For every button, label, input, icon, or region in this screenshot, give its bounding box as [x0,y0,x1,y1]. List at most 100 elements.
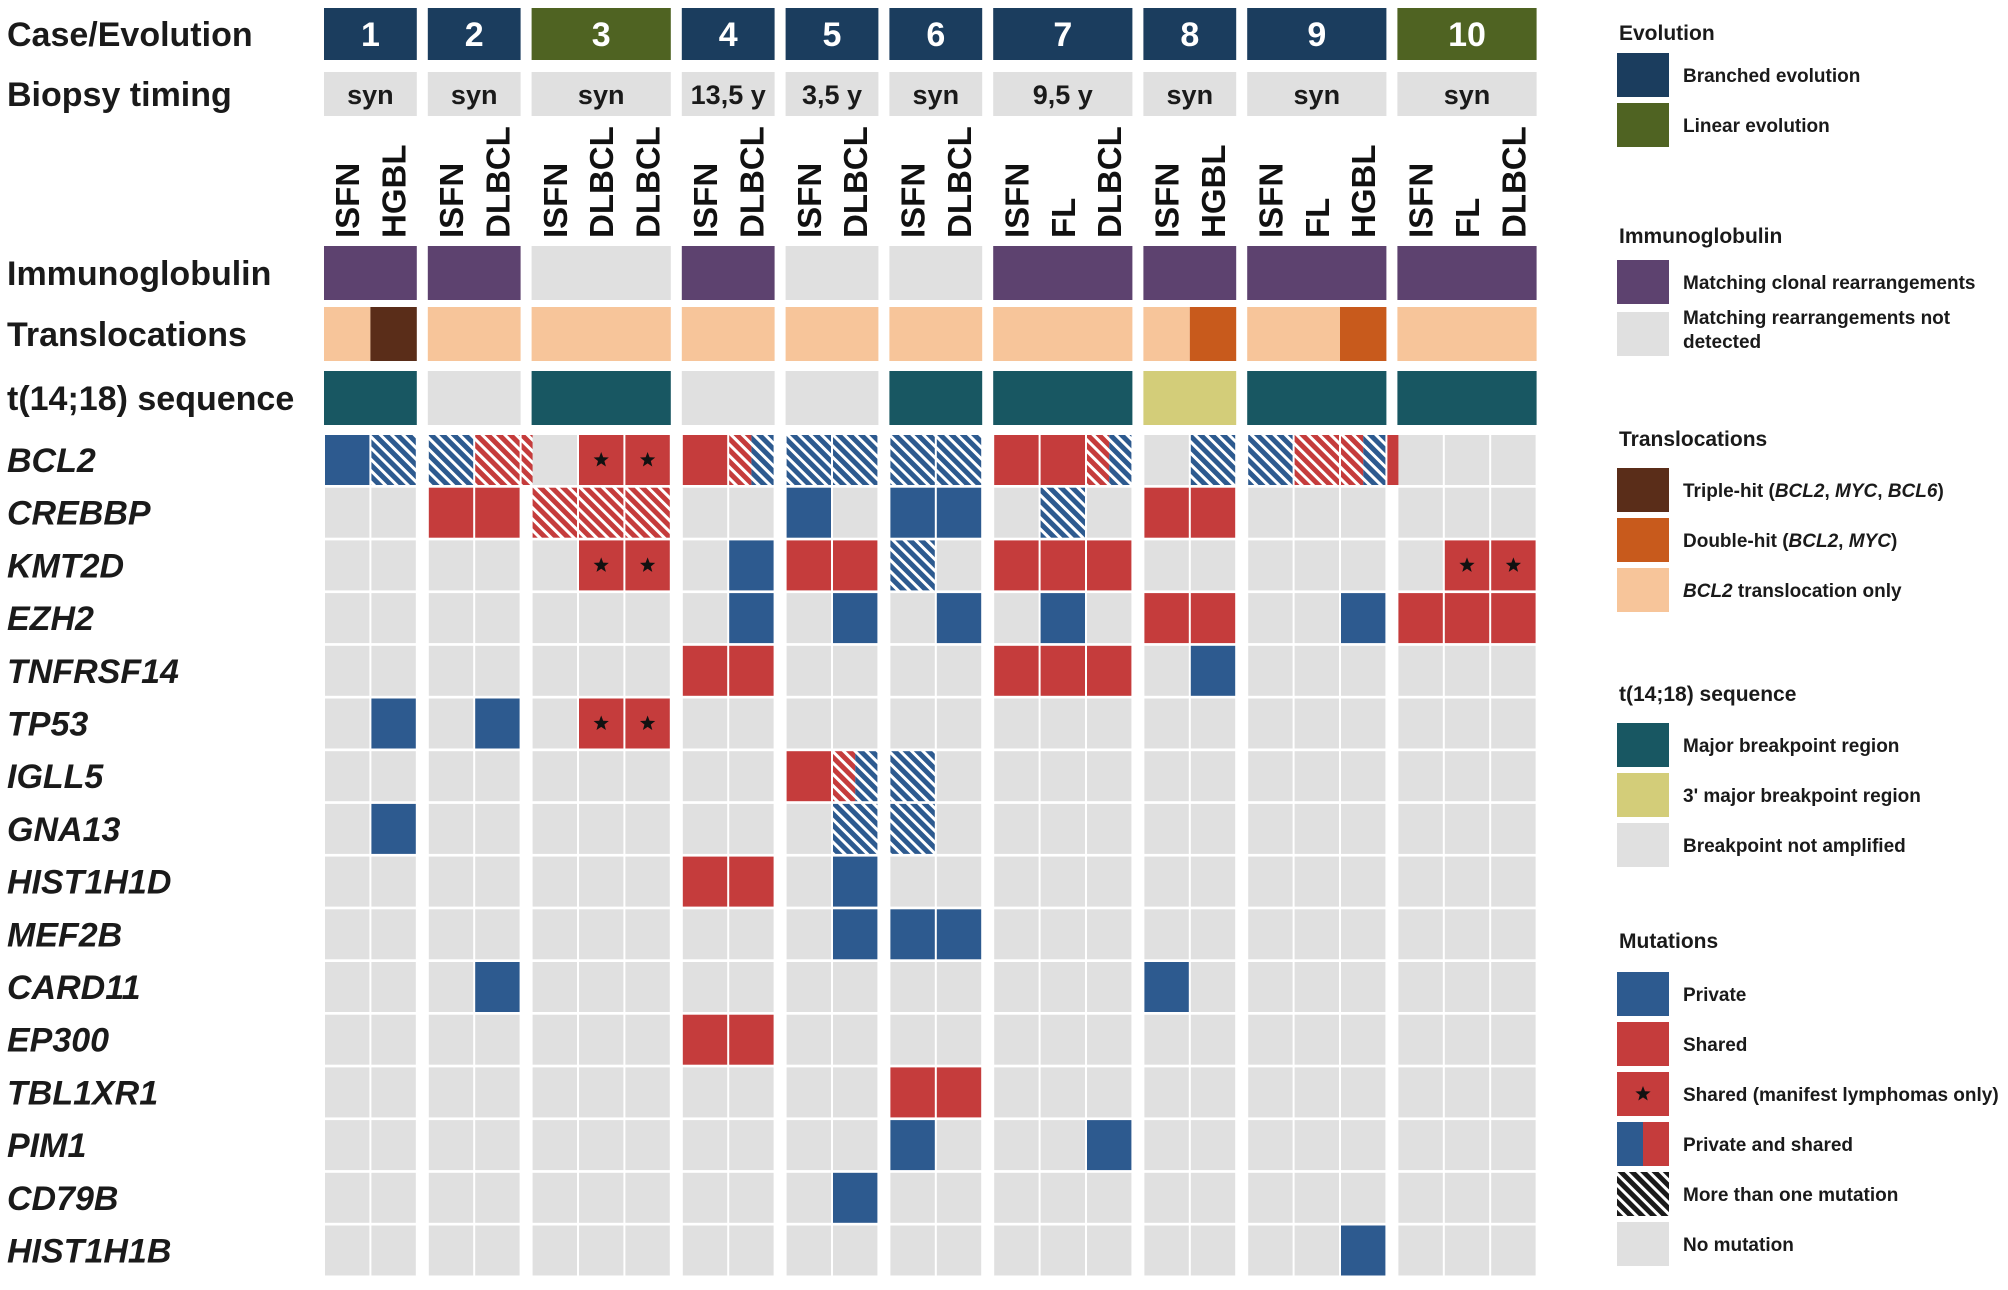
mut-gna13-case5-s1 [786,803,831,854]
mut-ep300-case6-s2-none [936,1014,982,1065]
mut-cd79b-case6-s2-none [936,1172,982,1223]
mut-igll5-case9-s3-none [1341,751,1386,802]
legend-item-3-1-label: 3' major breakpoint region [1683,786,1921,807]
case-3-timing-cell [531,72,671,116]
case-2-sample-dlbcl: DLBCL [479,126,516,238]
mut-igll5-case5-s2-private-hatched-half [855,751,878,802]
mut-bcl2-case1-s1 [325,435,370,485]
mut-pim1-case10-s1 [1398,1120,1443,1171]
mut-crebbp-case3-s1 [532,487,577,538]
case-6-number: 6 [926,16,945,54]
mut-mef2b-case5-s1 [786,909,831,960]
mut-hist1h1b-case6-s2 [936,1225,982,1276]
mut-crebbp-case8-s2-shared [1190,487,1236,538]
mut-tp53-case1-s1 [325,698,370,749]
mut-igll5-case5-s2 [833,751,878,802]
mut-hist1h1d-case3-s2 [579,856,624,907]
mut-card11-case9-s2-none [1294,962,1339,1012]
mut-ezh2-case6-s2-private [936,593,982,644]
case-6-sample-isfn: ISFN [895,163,932,238]
mut-ep300-case9-s2 [1294,1014,1339,1065]
mut-card11-case7-s2-none [1040,962,1085,1012]
mut-pim1-case6-s2-none [936,1120,982,1171]
mut-crebbp-case4-s1-none [682,487,728,538]
mut-kmt2d-case4-s1-none [682,540,728,591]
mut-igll5-case5-s1-shared [786,751,831,802]
mut-mef2b-case3-s2-none [579,909,624,960]
mut-igll5-case3-s3 [625,751,670,802]
mut-ezh2-case5-s1-none [786,593,831,644]
mut-ep300-case7-s2-none [1040,1014,1085,1065]
mut-hist1h1b-case4-s2-none [729,1225,774,1276]
mut-mef2b-case4-s1 [682,909,728,960]
mut-kmt2d-case10-s2 [1444,540,1490,591]
mut-gna13-case6-s2-none [936,803,982,854]
mut-gna13-case5-s2 [833,803,878,854]
legend-item-2-2-label: BCL2 translocation only [1683,581,1902,602]
legend-item-4-3: Private and shared [1617,1122,1853,1166]
mut-card11-case7-s3 [1087,962,1132,1012]
mut-tp53-case1-s2-private [371,698,416,749]
mut-bcl2-case7-s3-private-hatched-half [1109,435,1132,485]
mut-crebbp-case10-s1-none [1398,487,1443,538]
mut-tnfrsf14-case8-s2 [1190,645,1236,696]
mut-mef2b-case3-s1-none [532,909,577,960]
mut-card11-case6-s2 [936,962,982,1012]
mut-hist1h1b-case2-s2 [475,1225,520,1276]
mut-gna13-case7-s3-none [1087,803,1132,854]
mut-card11-case2-s1-none [428,962,474,1012]
mut-hist1h1d-case7-s1-none [994,856,1039,907]
mut-hist1h1d-case2-s1-none [428,856,474,907]
mut-card11-case4-s1 [682,962,728,1012]
mut-hist1h1d-case6-s1-none [890,856,935,907]
mut-ep300-case3-s2 [579,1014,624,1065]
mut-tnfrsf14-case5-s1 [786,645,831,696]
mut-bcl2-case10-s1-none [1398,435,1443,485]
mut-igll5-case7-s3 [1087,751,1132,802]
mut-tp53-case10-s2-none [1444,698,1490,749]
mut-crebbp-case1-s2 [371,487,416,538]
mut-kmt2d-case6-s1-private-hatched [890,540,935,591]
mut-hist1h1b-case9-s2 [1294,1225,1339,1276]
mut-tnfrsf14-case2-s1 [428,645,474,696]
case-1-ig-bar [324,246,417,300]
mut-gna13-case10-s2-none [1444,803,1490,854]
mut-ep300-case4-s2-shared [729,1014,774,1065]
mut-igll5-case9-s2-none [1294,751,1339,802]
mut-cd79b-case2-s2 [475,1172,520,1223]
mut-cd79b-case2-s1 [428,1172,474,1223]
mut-tbl1xr1-case1-s1-none [325,1067,370,1118]
mut-bcl2-case4-s2-private-hatched-half [751,435,774,485]
mut-tbl1xr1-case6-s1-shared [890,1067,935,1118]
case-6-translocation-1 [889,307,983,361]
mut-bcl2-case9-s2-shared-hatched [1294,435,1339,485]
mut-crebbp-case3-s3-shared-hatched [625,487,670,538]
mut-mef2b-case9-s3 [1341,909,1386,960]
mut-crebbp-case10-s1 [1398,487,1443,538]
mut-kmt2d-case7-s1-shared [994,540,1039,591]
mut-tp53-case8-s1 [1144,698,1189,749]
mut-kmt2d-case10-s2-star [1459,557,1475,572]
mut-crebbp-case7-s1 [994,487,1039,538]
mut-tnfrsf14-case8-s2-private [1190,645,1236,696]
legend-item-2-1: Double-hit (BCL2, MYC) [1617,518,1897,562]
mut-bcl2-case9-s1-private-hatched [1248,435,1293,485]
mut-ezh2-case4-s2 [729,593,774,644]
mut-crebbp-case5-s2-none [833,487,878,538]
mut-hist1h1b-case1-s2 [371,1225,416,1276]
mut-tbl1xr1-case1-s1 [325,1067,370,1118]
mut-bcl2-case9-s3-private-hatched-half [1363,435,1386,485]
mut-pim1-case9-s3 [1341,1120,1386,1171]
mut-gna13-case10-s1 [1398,803,1443,854]
mut-tbl1xr1-case2-s1 [428,1067,474,1118]
case-9-header [1247,8,1387,60]
mut-pim1-case2-s2 [475,1120,520,1171]
mut-kmt2d-case2-s1-none [428,540,474,591]
mut-igll5-case2-s2-none [475,751,520,802]
mut-tnfrsf14-case10-s2 [1444,645,1490,696]
mut-cd79b-case8-s2-none [1190,1172,1236,1223]
mut-kmt2d-case7-s3 [1087,540,1132,591]
mut-bcl2-case5-s1-private-hatched [786,435,831,485]
mut-hist1h1b-case9-s3 [1341,1225,1386,1276]
mut-crebbp-case1-s1 [325,487,370,538]
